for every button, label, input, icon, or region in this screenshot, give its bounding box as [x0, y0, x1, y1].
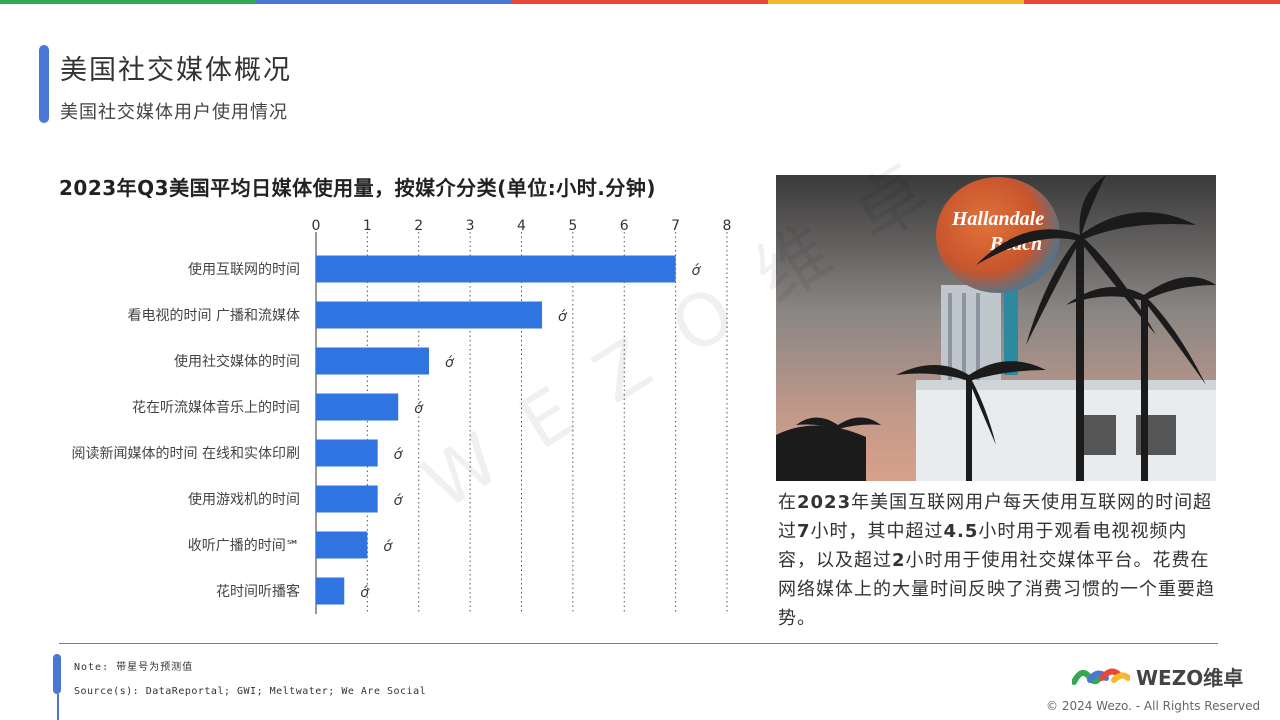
bar — [316, 347, 430, 375]
desc-highlight: 7 — [797, 521, 811, 542]
category-label: 阅读新闻媒体的时间 在线和实体印刷 — [72, 445, 300, 462]
value-label: ớ — [360, 585, 370, 601]
desc-highlight: 2023 — [797, 492, 852, 513]
copyright: © 2024 Wezo. - All Rights Reserved — [1046, 699, 1261, 713]
bar — [316, 439, 378, 467]
category-label: 使用社交媒体的时间 — [174, 353, 300, 370]
category-label: 使用游戏机的时间 — [188, 491, 300, 508]
x-tick-label: 3 — [466, 218, 475, 234]
category-label: 使用互联网的时间 — [188, 261, 300, 278]
hallandale-beach-photo: Hallandale Beach — [776, 175, 1216, 481]
bar — [316, 485, 378, 513]
x-tick-label: 1 — [363, 218, 372, 234]
x-tick-label: 6 — [620, 218, 629, 234]
bar — [316, 301, 543, 329]
value-label: ớ — [692, 263, 702, 279]
page-title: 美国社交媒体概况 — [60, 55, 292, 86]
bar — [316, 577, 345, 605]
footer-divider — [59, 643, 1218, 644]
category-label: 收听广播的时间℠ — [188, 538, 300, 554]
x-tick-label: 2 — [414, 218, 423, 234]
x-tick-label: 4 — [517, 218, 526, 234]
footer-source: Source(s): DataReportal; GWI; Meltwater;… — [74, 686, 427, 697]
category-label: 花时间听播客 — [216, 583, 300, 600]
top-color-bar — [0, 0, 1280, 4]
category-label: 花在听流媒体音乐上的时间 — [132, 399, 300, 416]
chart-title: 2023年Q3美国平均日媒体使用量，按媒介分类(单位:小时.分钟) — [59, 176, 656, 200]
desc-highlight: 2 — [892, 550, 906, 571]
value-label: ớ — [558, 309, 568, 325]
footer-accent-line — [57, 694, 59, 720]
x-tick-label: 7 — [671, 218, 680, 234]
x-tick-label: 0 — [312, 218, 321, 234]
description-paragraph: 在2023年美国互联网用户每天使用互联网的时间超过7小时，其中超过4.5小时用于… — [778, 488, 1220, 633]
page-subtitle: 美国社交媒体用户使用情况 — [60, 102, 288, 123]
desc-highlight: 4.5 — [943, 521, 979, 542]
x-tick-label: 8 — [723, 218, 732, 234]
value-label: ớ — [394, 493, 404, 509]
desc-text: 小时，其中超过 — [810, 521, 944, 542]
footer-note: Note: 带星号为预测值 — [74, 662, 194, 673]
value-label: ớ — [414, 401, 424, 417]
category-label: 看电视的时间 广播和流媒体 — [128, 308, 300, 324]
title-accent-bar — [39, 45, 49, 123]
bar-chart: 0 1 2 3 4 5 6 7 8 使用互联网的时间 ớ 看电视的时间 广播和流媒体 ớ 使用社交媒体的时… — [72, 218, 732, 614]
wezo-logo-icon — [1072, 668, 1130, 685]
value-label: ớ — [445, 355, 455, 371]
bar — [316, 393, 399, 421]
sign-text-1: Hallandale — [951, 208, 1044, 230]
bar — [316, 255, 676, 283]
bar — [316, 531, 368, 559]
value-label: ớ — [394, 447, 404, 463]
desc-text: 小时用于使用社交媒体平台。花费在网络媒体上的大量时间反映了消费习惯的一个重要趋势… — [778, 550, 1215, 629]
x-tick-label: 5 — [568, 218, 577, 234]
footer-accent-bar — [53, 654, 61, 694]
logo-text: WEZO维卓 — [1136, 666, 1244, 690]
desc-text: 小时用于观看电视视频内容，以及超过 — [778, 521, 1188, 571]
desc-text: 在 — [778, 492, 797, 513]
wezo-logo: WEZO维卓 — [1072, 662, 1243, 691]
desc-text: 年美国互联网用户每天使用互联网的时间超过 — [778, 492, 1213, 542]
value-label: ớ — [383, 539, 393, 555]
